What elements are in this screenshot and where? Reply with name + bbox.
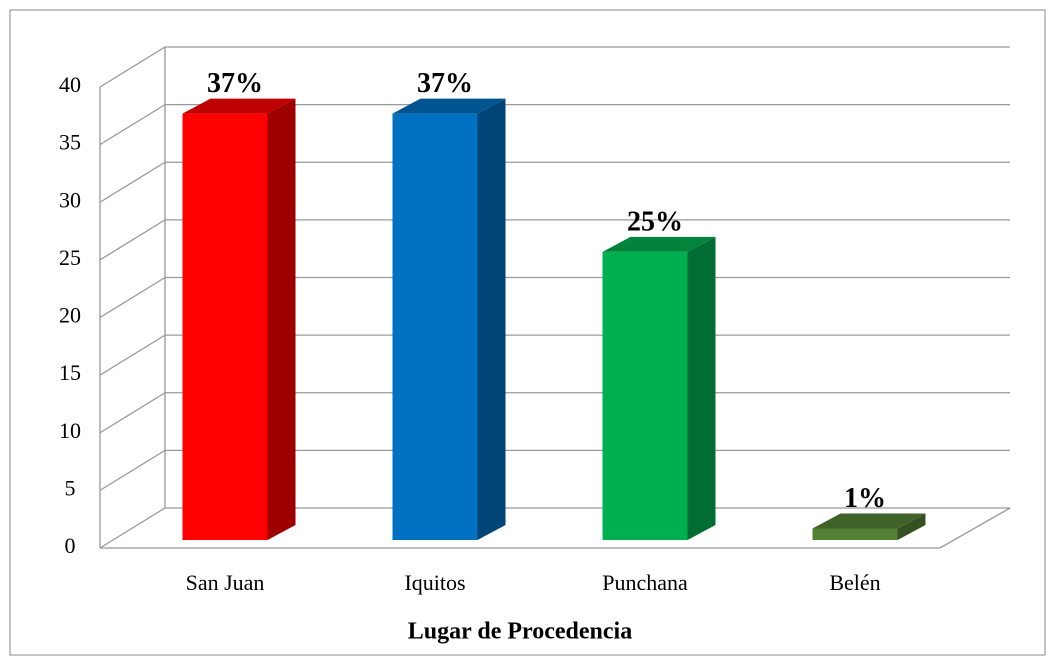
- chart-border: [9, 9, 1046, 656]
- y-tick-label: 15: [59, 360, 81, 385]
- value-label: 37%: [207, 68, 263, 99]
- bar-side: [267, 98, 296, 540]
- bar-top: [812, 513, 926, 529]
- grid-line: [99, 449, 166, 491]
- grid-line: [99, 104, 166, 146]
- x-tick-label: San Juan: [186, 570, 265, 595]
- x-tick-label: Belén: [829, 570, 880, 595]
- y-tick-label: 20: [59, 303, 81, 328]
- y-tick-label: 25: [59, 245, 81, 270]
- bar-front: [182, 113, 268, 540]
- bar: [812, 513, 926, 540]
- x-tick-label: Punchana: [602, 570, 688, 595]
- bar-front: [392, 113, 478, 540]
- grid-line: [99, 334, 166, 376]
- y-tick-label: 30: [59, 187, 81, 212]
- bar: [182, 98, 296, 540]
- grid-line: [99, 276, 166, 319]
- y-tick-label: 5: [65, 475, 76, 500]
- grid-line: [99, 219, 166, 261]
- value-label: 37%: [417, 68, 473, 99]
- y-tick-label: 35: [59, 130, 81, 155]
- grid-line: [99, 46, 166, 88]
- bar: [602, 236, 716, 540]
- value-label: 25%: [627, 206, 683, 237]
- bar-side: [897, 513, 926, 540]
- bar-top: [602, 236, 716, 252]
- floor: [100, 507, 1011, 549]
- bar-top: [392, 98, 506, 114]
- bar-front: [812, 528, 898, 540]
- y-tick-label: 10: [59, 418, 81, 443]
- grid-line: [99, 161, 166, 203]
- y-tick-label: 0: [65, 533, 76, 558]
- grid-line: [99, 392, 166, 434]
- bar: [392, 98, 506, 540]
- bar-side: [477, 98, 506, 540]
- bar-top: [182, 98, 296, 114]
- y-tick-label: 40: [59, 72, 81, 97]
- value-label: 1%: [844, 483, 886, 514]
- bar-side: [687, 236, 716, 540]
- bar-front: [602, 251, 688, 540]
- x-axis-label: Lugar de Procedencia: [408, 619, 632, 645]
- grid-line: [99, 507, 166, 549]
- x-tick-label: Iquitos: [404, 570, 465, 595]
